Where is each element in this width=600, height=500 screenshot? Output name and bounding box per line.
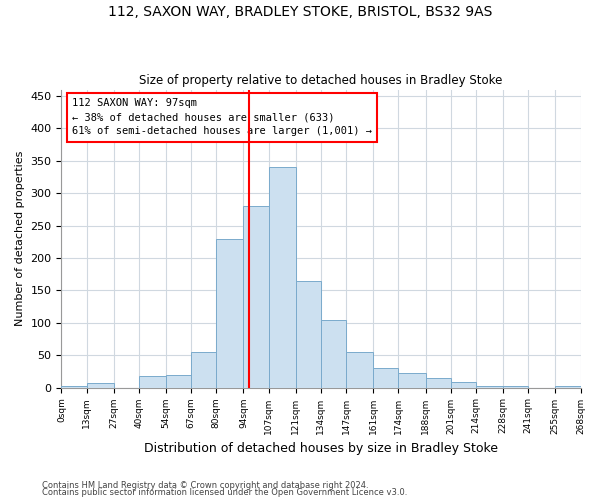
Bar — [321, 320, 346, 388]
Bar — [296, 280, 321, 388]
Bar — [191, 352, 217, 388]
Bar — [503, 386, 528, 388]
X-axis label: Distribution of detached houses by size in Bradley Stoke: Distribution of detached houses by size … — [144, 442, 498, 455]
Bar — [373, 368, 398, 388]
Title: Size of property relative to detached houses in Bradley Stoke: Size of property relative to detached ho… — [139, 74, 503, 87]
Text: 112 SAXON WAY: 97sqm
← 38% of detached houses are smaller (633)
61% of semi-deta: 112 SAXON WAY: 97sqm ← 38% of detached h… — [72, 98, 372, 136]
Bar — [166, 374, 191, 388]
Y-axis label: Number of detached properties: Number of detached properties — [15, 151, 25, 326]
Bar — [556, 386, 581, 388]
Bar — [86, 383, 113, 388]
Bar — [425, 378, 451, 388]
Bar — [217, 238, 244, 388]
Bar — [139, 376, 166, 388]
Bar — [61, 386, 86, 388]
Bar — [476, 386, 503, 388]
Bar — [269, 168, 296, 388]
Text: Contains HM Land Registry data © Crown copyright and database right 2024.: Contains HM Land Registry data © Crown c… — [42, 480, 368, 490]
Bar — [346, 352, 373, 388]
Text: Contains public sector information licensed under the Open Government Licence v3: Contains public sector information licen… — [42, 488, 407, 497]
Bar — [244, 206, 269, 388]
Text: 112, SAXON WAY, BRADLEY STOKE, BRISTOL, BS32 9AS: 112, SAXON WAY, BRADLEY STOKE, BRISTOL, … — [108, 5, 492, 19]
Bar — [451, 382, 476, 388]
Bar — [398, 374, 425, 388]
